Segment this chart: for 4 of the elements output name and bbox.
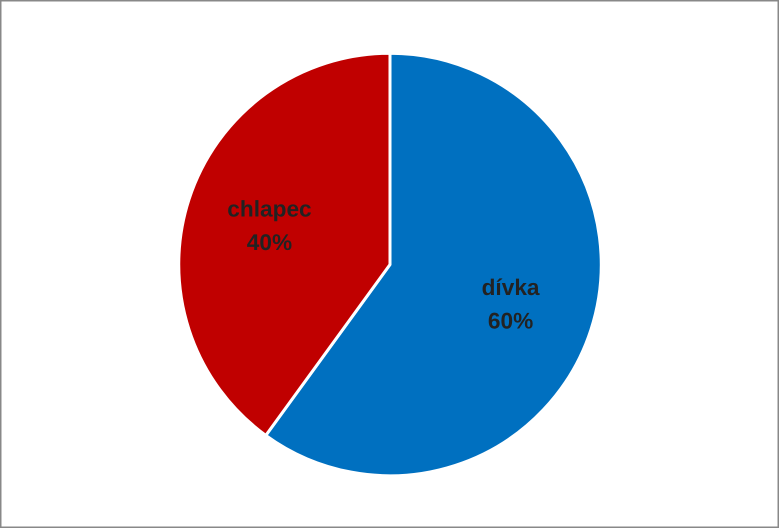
- data-label: 60%: [488, 308, 534, 334]
- slice-label: chlapec: [227, 195, 312, 222]
- data-label: 40%: [246, 229, 292, 256]
- slice-label: dívka: [482, 274, 540, 300]
